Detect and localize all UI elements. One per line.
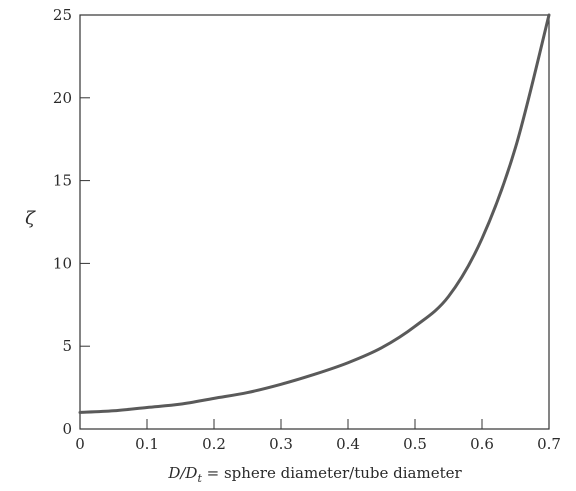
x-tick-label: 0.1 <box>135 435 159 453</box>
y-tick-label: 15 <box>53 172 72 190</box>
y-tick-label: 25 <box>53 6 72 24</box>
x-tick-label: 0.6 <box>470 435 494 453</box>
y-tick-label: 10 <box>53 254 72 272</box>
x-tick-label: 0 <box>75 435 85 453</box>
x-axis-label-post: = sphere diameter/tube diameter <box>202 464 463 482</box>
y-tick-label: 20 <box>53 89 72 107</box>
series-line-0 <box>78 13 551 414</box>
x-tick-label: 0.7 <box>537 435 561 453</box>
x-tick-label: 0.5 <box>403 435 427 453</box>
plot-lines <box>78 13 551 414</box>
x-axis: 0 0.1 0.2 0.3 0.4 0.5 0.6 0.7 <box>75 419 561 453</box>
x-axis-label-sub: t <box>197 472 202 485</box>
y-tick-label: 0 <box>62 420 72 438</box>
x-tick-label: 0.2 <box>202 435 226 453</box>
plot-frame <box>79 14 550 430</box>
x-axis-label: D/Dt = sphere diameter/tube diameter <box>167 464 462 485</box>
x-tick-label: 0.3 <box>269 435 293 453</box>
y-axis-label: ζ <box>25 208 36 229</box>
y-axis: 0 5 10 15 20 25 <box>53 6 90 438</box>
x-axis-label-pre: D/D <box>167 464 197 482</box>
y-tick-label: 5 <box>62 337 72 355</box>
x-tick-label: 0.4 <box>336 435 360 453</box>
